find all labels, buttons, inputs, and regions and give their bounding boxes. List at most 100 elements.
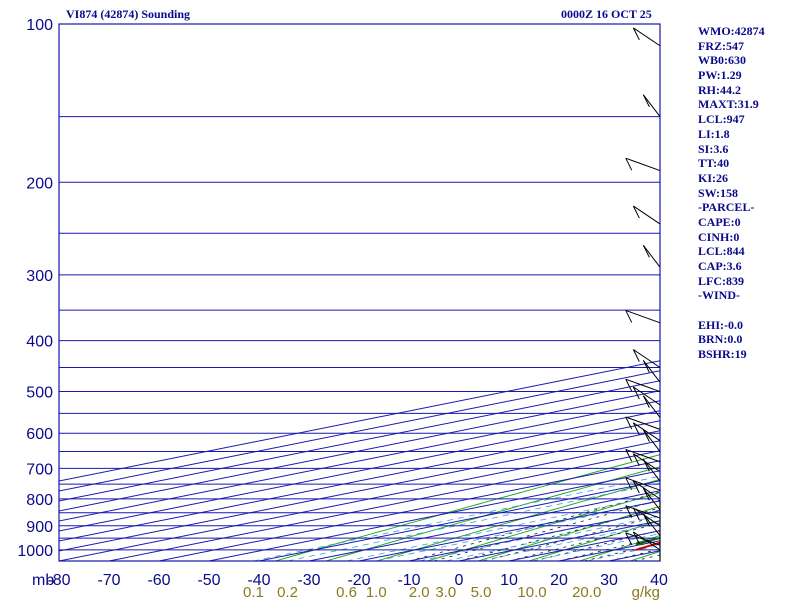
wind-barb bbox=[625, 157, 661, 172]
wind-barb-flag bbox=[625, 477, 633, 491]
isotherm-line bbox=[59, 410, 660, 532]
y-tick-label: 300 bbox=[26, 268, 53, 285]
wind-barb-flag bbox=[632, 531, 640, 545]
index-item: CAP:3.6 bbox=[698, 259, 742, 273]
index-item: PW:1.29 bbox=[698, 68, 742, 83]
x-tick-label: 40 bbox=[650, 572, 668, 589]
wind-barb-flag bbox=[632, 27, 640, 41]
wind-barb-flag bbox=[632, 205, 640, 219]
wind-barb-flag bbox=[632, 507, 640, 521]
index-item: BRN:0.0 bbox=[698, 332, 743, 347]
index-item: MAXT:31.9 bbox=[698, 97, 759, 112]
wind-barb-flag bbox=[632, 349, 640, 362]
index-item: TT:40 bbox=[698, 156, 730, 171]
wind-barb-flag bbox=[625, 505, 633, 518]
y-tick-label: 800 bbox=[26, 492, 53, 509]
index-item: RH:44.2 bbox=[698, 82, 741, 97]
mixing-ratio-unit: g/kg bbox=[632, 584, 660, 600]
wind-barb bbox=[625, 505, 661, 519]
wind-barb bbox=[633, 27, 661, 47]
index-item: KI:26 bbox=[698, 170, 728, 185]
wind-barb-flag bbox=[625, 378, 633, 392]
wind-barb bbox=[633, 531, 661, 551]
sounding-indices-panel: WMO:42874 FRZ:547 WB0:630 PW:1.29 RH:44.2 MAX… bbox=[698, 24, 765, 362]
moist-adiabat-line bbox=[458, 507, 660, 561]
wind-barbs bbox=[625, 27, 661, 561]
x-tick-label: 20 bbox=[550, 572, 568, 589]
x-tick-label: -40 bbox=[247, 572, 270, 589]
index-item: WB0:630 bbox=[698, 53, 746, 68]
index-item: -WIND- bbox=[698, 288, 740, 303]
wind-barb-flag bbox=[625, 310, 633, 323]
y-tick-label: 600 bbox=[26, 426, 53, 443]
index-item: SI:3.6 bbox=[698, 141, 729, 156]
plot-frame bbox=[58, 23, 661, 562]
index-item: SW:158 bbox=[698, 185, 739, 200]
mixing-ratio-label: 2.0 bbox=[409, 584, 430, 600]
wind-barb bbox=[633, 386, 661, 406]
wind-barb-flag bbox=[625, 416, 633, 430]
index-item: CINH:0 bbox=[698, 229, 740, 244]
wind-barb-flag bbox=[632, 422, 640, 436]
isotherm-line bbox=[108, 450, 660, 561]
index-item: LCL:844 bbox=[698, 244, 745, 259]
wind-barb bbox=[642, 245, 661, 268]
wind-barb-flag bbox=[642, 245, 650, 258]
wind-barb bbox=[642, 429, 661, 452]
dry-adiabat-line bbox=[782, 24, 800, 561]
index-item: LCL:947 bbox=[698, 112, 745, 127]
moist-adiabat-line bbox=[508, 522, 660, 561]
wind-barb-flag bbox=[632, 386, 640, 400]
wind-barb-flag bbox=[632, 453, 640, 466]
isotherms bbox=[59, 360, 660, 561]
x-tick-label: -20 bbox=[347, 572, 370, 589]
wind-barb-flag bbox=[642, 94, 650, 107]
mixing-ratio-label: 0.2 bbox=[277, 584, 298, 600]
wind-barb-flag bbox=[642, 487, 650, 501]
wind-barb-flag bbox=[625, 157, 633, 171]
isotherm-line bbox=[59, 420, 660, 542]
wind-barb bbox=[642, 487, 661, 511]
mixing-ratio-label: 0.6 bbox=[336, 584, 357, 600]
index-item: LFC:839 bbox=[698, 273, 744, 288]
y-tick-label: 200 bbox=[26, 175, 53, 192]
index-item: CAPE:0 bbox=[698, 214, 741, 229]
moist-adiabats bbox=[408, 491, 660, 561]
wind-barb bbox=[625, 378, 661, 393]
isotherm-line bbox=[59, 380, 660, 502]
x-tick-label: -10 bbox=[397, 572, 420, 589]
wind-barb bbox=[642, 360, 661, 383]
x-tick-label: 30 bbox=[600, 572, 618, 589]
wind-barb bbox=[633, 205, 661, 225]
chart-datetime: 0000Z 16 OCT 25 bbox=[561, 7, 652, 21]
x-tick-label: 10 bbox=[500, 572, 518, 589]
x-tick-label: -70 bbox=[97, 572, 120, 589]
mixing-ratio-line bbox=[445, 515, 660, 561]
wind-barb-flag bbox=[642, 513, 650, 527]
mixing-ratio-label: 1.0 bbox=[366, 584, 387, 600]
index-item bbox=[698, 303, 765, 318]
x-axis-title: mb bbox=[32, 572, 54, 589]
wind-barb bbox=[633, 453, 661, 473]
mixing-ratio-label: 20.0 bbox=[572, 584, 601, 600]
dry-adiabat-line bbox=[376, 478, 660, 561]
wind-barb-flag bbox=[642, 429, 650, 442]
index-item: LI:1.8 bbox=[698, 126, 730, 141]
y-tick-label: 900 bbox=[26, 519, 53, 536]
chart-title: VI874 (42874) Sounding bbox=[66, 7, 191, 21]
mixing-ratio-line bbox=[481, 522, 660, 561]
wind-barb bbox=[625, 416, 661, 430]
wind-barb bbox=[642, 395, 661, 418]
isotherm-line bbox=[59, 370, 660, 492]
wind-barb bbox=[625, 532, 661, 546]
y-tick-label: 100 bbox=[26, 17, 53, 34]
x-tick-label: -60 bbox=[147, 572, 170, 589]
mixing-ratio-label: 10.0 bbox=[517, 584, 546, 600]
wind-barb bbox=[642, 458, 661, 482]
index-item: WMO:42874 bbox=[698, 24, 765, 38]
isotherm-line bbox=[59, 360, 660, 482]
wind-barb-flag bbox=[625, 532, 633, 546]
index-item: FRZ:547 bbox=[698, 38, 744, 53]
index-item: -PARCEL- bbox=[698, 200, 755, 215]
